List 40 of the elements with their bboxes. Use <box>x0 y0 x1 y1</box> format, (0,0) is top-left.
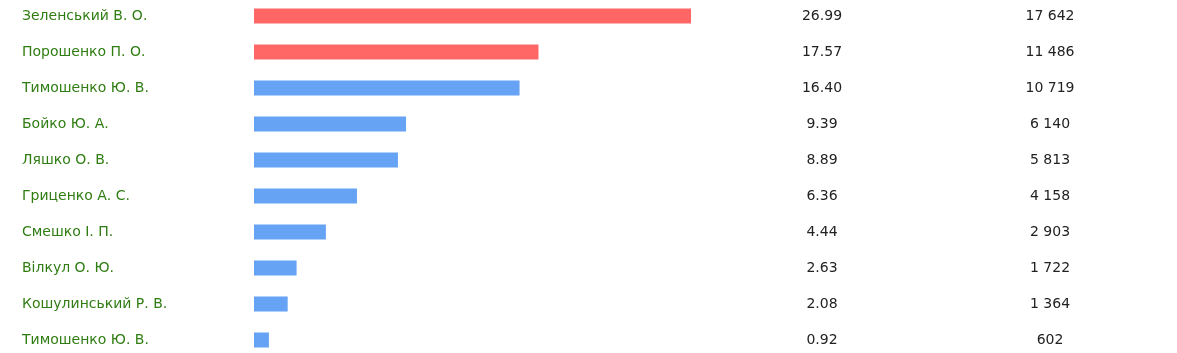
bar <box>254 188 357 204</box>
data-label: 8.89 <box>806 151 838 167</box>
bar <box>254 260 297 276</box>
bar <box>254 332 269 348</box>
data-label: 9.39 <box>806 115 838 131</box>
data-label: 2.63 <box>806 259 838 275</box>
bar <box>254 80 520 96</box>
bar <box>254 44 539 60</box>
y-tick-label: Ляшко О. В. <box>22 151 110 167</box>
data-label: 17.57 <box>801 43 843 59</box>
text: 6 140 <box>1029 115 1071 131</box>
text: 11 486 <box>1025 43 1075 59</box>
bar <box>254 152 398 168</box>
data-label: 0.92 <box>806 331 838 347</box>
data-label: 26.99 <box>801 7 843 23</box>
text: 10 719 <box>1025 79 1075 95</box>
data-label: 6.36 <box>806 187 838 203</box>
bar <box>254 116 407 132</box>
bar <box>254 8 691 24</box>
data-label: 16.40 <box>801 79 843 95</box>
y-tick-label: Гриценко А. С. <box>22 187 130 203</box>
text: 2 903 <box>1029 223 1071 239</box>
y-tick-label: Смешко І. П. <box>22 223 114 239</box>
bar <box>254 296 288 312</box>
y-tick-label: Тимошенко Ю. В. <box>21 79 149 95</box>
y-tick-label: Бойко Ю. А. <box>22 115 109 131</box>
text: 17 642 <box>1025 7 1075 23</box>
text: 1 364 <box>1029 295 1071 311</box>
text: 1 722 <box>1029 259 1071 275</box>
text: 4 158 <box>1029 187 1071 203</box>
bar <box>254 224 326 240</box>
data-label: 2.08 <box>806 295 838 311</box>
y-tick-label: Тимошенко Ю. В. <box>21 331 149 347</box>
y-tick-label: Зеленський В. О. <box>22 7 148 23</box>
y-tick-label: Кошулинський Р. В. <box>22 295 168 311</box>
text: 602 <box>1036 331 1064 347</box>
text: 5 813 <box>1029 151 1071 167</box>
y-tick-label: Вілкул О. Ю. <box>22 259 115 275</box>
data-label: 4.44 <box>806 223 838 239</box>
y-tick-label: Порошенко П. О. <box>22 43 146 59</box>
